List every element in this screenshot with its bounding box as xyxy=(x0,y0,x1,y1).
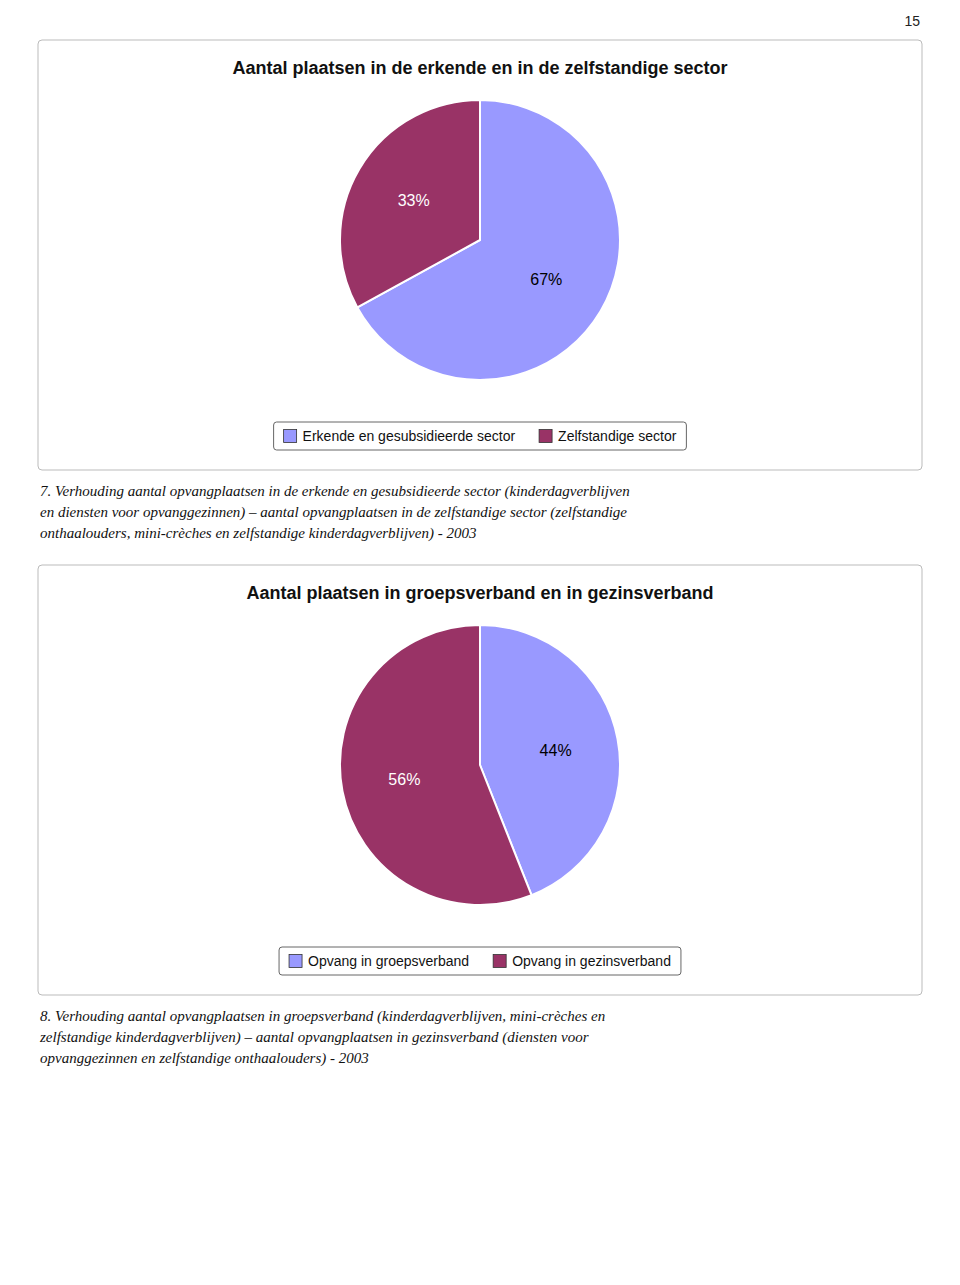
caption: 8. Verhouding aantal opvangplaatsen in g… xyxy=(39,1008,605,1067)
caption-line: 8. Verhouding aantal opvangplaatsen in g… xyxy=(40,1008,605,1025)
legend-label: Zelfstandige sector xyxy=(558,428,677,444)
chart: Aantal plaatsen in de erkende en in de z… xyxy=(38,40,922,470)
data-label: 33% xyxy=(398,192,430,209)
legend-swatch xyxy=(493,955,506,968)
legend: Opvang in groepsverband Opvang in gezinsv… xyxy=(279,947,681,975)
pie xyxy=(340,100,620,380)
caption: 7. Verhouding aantal opvangplaatsen in d… xyxy=(40,483,630,542)
page-number: 15 xyxy=(904,13,920,29)
chart: Aantal plaatsen in groepsverband en in g… xyxy=(38,565,922,995)
legend-label: Erkende en gesubsidieerde sector xyxy=(303,428,516,444)
pie-labels: 67% 33% xyxy=(398,192,563,287)
legend-frame xyxy=(274,422,687,450)
legend-label: Opvang in groepsverband xyxy=(308,953,469,969)
page: 15 Aantal plaatsen in de erkende en in de… xyxy=(0,0,960,1285)
legend-item: Opvang in groepsverband xyxy=(289,953,469,969)
chart-frame xyxy=(38,40,922,470)
caption-line: opvanggezinnen en zelfstandige onthaalou… xyxy=(40,1050,369,1067)
data-label: 56% xyxy=(388,771,420,788)
legend-item: Opvang in gezinsverband xyxy=(493,953,671,969)
data-label: 44% xyxy=(540,742,572,759)
caption-line: en diensten voor opvanggezinnen) – aanta… xyxy=(40,504,627,521)
chart-frame xyxy=(38,565,922,995)
pie-labels: 44% 56% xyxy=(388,742,571,788)
legend-swatch xyxy=(289,955,302,968)
legend-frame xyxy=(279,947,681,975)
legend: Erkende en gesubsidieerde sector Zelfstan… xyxy=(274,422,687,450)
data-label: 67% xyxy=(530,271,562,288)
chart-title: Aantal plaatsen in groepsverband en in g… xyxy=(246,583,713,603)
chart-title: Aantal plaatsen in de erkende en in de z… xyxy=(232,58,727,78)
pie-slice xyxy=(340,100,480,307)
pie-slice xyxy=(340,625,532,905)
legend-item: Erkende en gesubsidieerde sector xyxy=(284,428,516,444)
caption-line: 7. Verhouding aantal opvangplaatsen in d… xyxy=(40,483,630,500)
caption-line: zelfstandige kinderdagverblijven) – aant… xyxy=(39,1029,589,1046)
legend-item: Zelfstandige sector xyxy=(539,428,677,444)
legend-swatch xyxy=(539,430,552,443)
caption-line: onthaalouders, mini-crèches en zelfstand… xyxy=(40,525,476,542)
legend-label: Opvang in gezinsverband xyxy=(512,953,671,969)
pie xyxy=(340,625,620,905)
legend-swatch xyxy=(284,430,297,443)
